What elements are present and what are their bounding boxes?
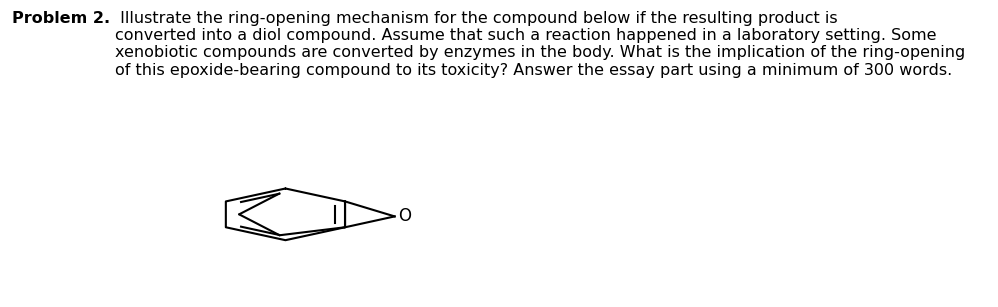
Text: Problem 2.: Problem 2. — [12, 10, 110, 25]
Text: Illustrate the ring-opening mechanism for the compound below if the resulting pr: Illustrate the ring-opening mechanism fo… — [115, 10, 965, 78]
Text: O: O — [398, 207, 411, 225]
